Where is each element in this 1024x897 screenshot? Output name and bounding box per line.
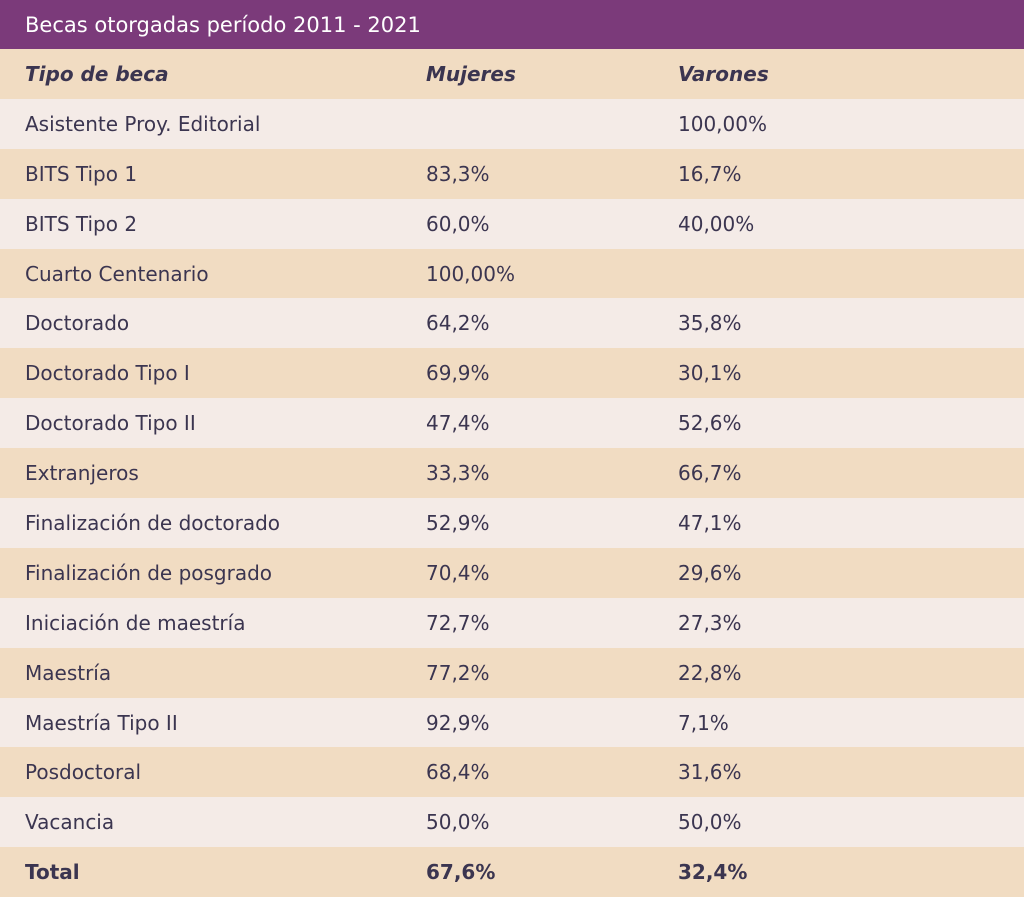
cell-mujeres: 68,4% [402,747,654,798]
cell-varones [654,248,1024,299]
cell-tipo: Asistente Proy. Editorial [0,98,402,149]
cell-varones: 30,1% [654,348,1024,399]
cell-varones: 66,7% [654,448,1024,499]
cell-mujeres: 69,9% [402,348,654,399]
column-header-varones: Varones [654,49,1024,99]
cell-tipo: BITS Tipo 2 [0,198,402,249]
cell-tipo: BITS Tipo 1 [0,148,402,199]
table-row: Posdoctoral 68,4% 31,6% [0,747,1024,798]
cell-mujeres: 72,7% [402,597,654,648]
table-row: Vacancia 50,0% 50,0% [0,797,1024,848]
table-row: Asistente Proy. Editorial 100,00% [0,98,1024,149]
cell-varones: 50,0% [654,797,1024,848]
cell-varones: 100,00% [654,98,1024,149]
cell-tipo: Cuarto Centenario [0,248,402,299]
table-row: BITS Tipo 2 60,0% 40,00% [0,198,1024,249]
cell-mujeres: 33,3% [402,448,654,499]
table-row: Finalización de posgrado 70,4% 29,6% [0,547,1024,598]
cell-mujeres: 92,9% [402,697,654,748]
cell-varones: 16,7% [654,148,1024,199]
cell-varones: 27,3% [654,597,1024,648]
cell-varones: 7,1% [654,697,1024,748]
total-mujeres: 67,6% [402,847,654,897]
total-varones: 32,4% [654,847,1024,897]
header-row: Tipo de beca Mujeres Varones [0,49,1024,99]
table-row: Maestría 77,2% 22,8% [0,647,1024,698]
total-row: Total 67,6% 32,4% [0,847,1024,897]
cell-mujeres: 100,00% [402,248,654,299]
cell-mujeres: 83,3% [402,148,654,199]
cell-varones: 40,00% [654,198,1024,249]
table-row: Finalización de doctorado 52,9% 47,1% [0,498,1024,548]
cell-varones: 47,1% [654,498,1024,548]
cell-varones: 35,8% [654,298,1024,349]
cell-mujeres: 70,4% [402,547,654,598]
cell-tipo: Doctorado Tipo II [0,398,402,449]
table-row: Iniciación de maestría 72,7% 27,3% [0,597,1024,648]
cell-tipo: Finalización de doctorado [0,498,402,548]
table-row: Doctorado Tipo I 69,9% 30,1% [0,348,1024,399]
table-title: Becas otorgadas período 2011 - 2021 [0,0,1024,49]
cell-mujeres [402,98,654,149]
column-header-mujeres: Mujeres [402,49,654,99]
cell-mujeres: 64,2% [402,298,654,349]
column-header-tipo: Tipo de beca [0,49,402,99]
cell-tipo: Maestría Tipo II [0,697,402,748]
table-row: Maestría Tipo II 92,9% 7,1% [0,697,1024,748]
cell-varones: 31,6% [654,747,1024,798]
cell-tipo: Posdoctoral [0,747,402,798]
cell-varones: 29,6% [654,547,1024,598]
cell-tipo: Doctorado Tipo I [0,348,402,399]
cell-tipo: Vacancia [0,797,402,848]
cell-varones: 22,8% [654,647,1024,698]
cell-varones: 52,6% [654,398,1024,449]
table-row: Doctorado Tipo II 47,4% 52,6% [0,398,1024,449]
cell-tipo: Doctorado [0,298,402,349]
cell-tipo: Maestría [0,647,402,698]
table-row: Doctorado 64,2% 35,8% [0,298,1024,349]
table-row: Extranjeros 33,3% 66,7% [0,448,1024,499]
cell-mujeres: 50,0% [402,797,654,848]
table-row: BITS Tipo 1 83,3% 16,7% [0,148,1024,199]
cell-mujeres: 77,2% [402,647,654,698]
cell-mujeres: 60,0% [402,198,654,249]
becas-table: Tipo de beca Mujeres Varones Asistente P… [0,49,1024,897]
cell-mujeres: 47,4% [402,398,654,449]
cell-tipo: Extranjeros [0,448,402,499]
cell-tipo: Iniciación de maestría [0,597,402,648]
cell-tipo: Finalización de posgrado [0,547,402,598]
table-row: Cuarto Centenario 100,00% [0,248,1024,299]
cell-mujeres: 52,9% [402,498,654,548]
total-label: Total [0,847,402,897]
